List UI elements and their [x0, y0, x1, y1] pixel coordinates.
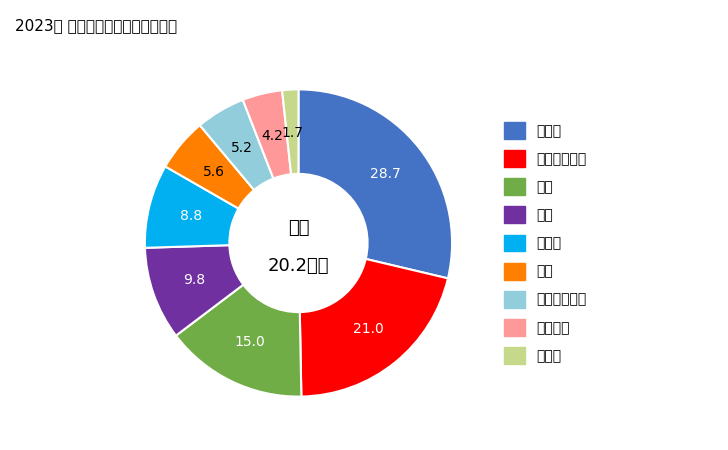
Text: 5.2: 5.2	[232, 141, 253, 155]
Wedge shape	[199, 100, 274, 190]
Wedge shape	[165, 125, 254, 208]
Text: 8.8: 8.8	[180, 209, 202, 223]
Text: 21.0: 21.0	[352, 322, 383, 336]
Wedge shape	[298, 90, 452, 279]
Wedge shape	[282, 90, 298, 174]
Wedge shape	[145, 245, 243, 336]
Text: 4.2: 4.2	[261, 129, 283, 143]
Wedge shape	[176, 285, 301, 396]
Text: 20.2億円: 20.2億円	[268, 257, 329, 275]
Text: 5.6: 5.6	[202, 165, 225, 179]
Text: 総額: 総額	[288, 219, 309, 237]
Wedge shape	[300, 259, 448, 396]
Text: 15.0: 15.0	[234, 335, 266, 350]
Legend: スイス, インドネシア, 中国, 韓国, ドイツ, 台湾, シンガポール, ベトナム, その他: スイス, インドネシア, 中国, 韓国, ドイツ, 台湾, シンガポール, ベト…	[497, 115, 593, 371]
Wedge shape	[243, 90, 291, 179]
Wedge shape	[145, 166, 239, 248]
Text: 2023年 輸入相手国のシェア（％）: 2023年 輸入相手国のシェア（％）	[15, 18, 177, 33]
Text: 9.8: 9.8	[183, 273, 205, 287]
Text: 28.7: 28.7	[370, 167, 400, 181]
Text: 1.7: 1.7	[282, 126, 304, 140]
